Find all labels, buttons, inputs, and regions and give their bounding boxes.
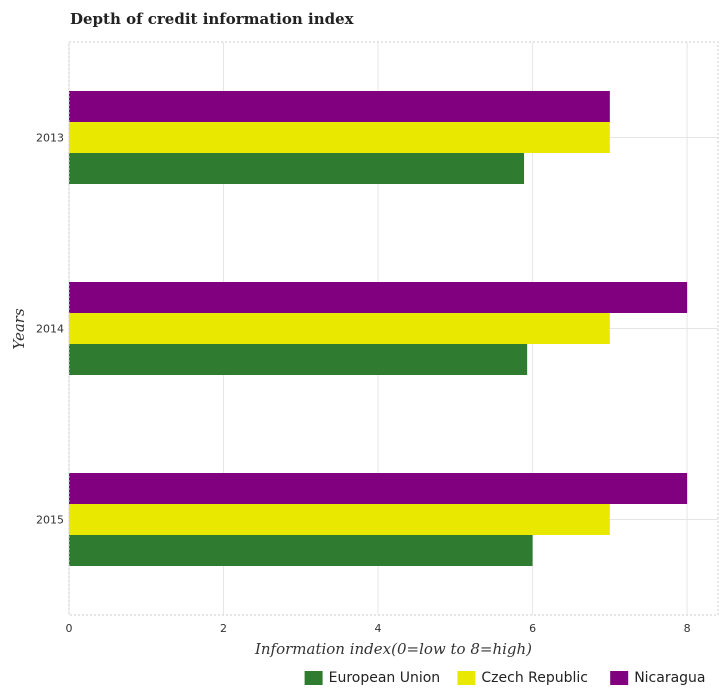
bar [69,153,525,184]
bars [69,91,688,566]
legend-swatch [610,671,629,685]
x-axis-ticks: 0 2 4 6 8 [66,622,691,635]
plot-frame [68,41,719,616]
y-tick-label: 2014 [36,323,64,336]
legend-swatch [304,671,323,685]
y-axis-ticks: 2013 2014 2015 [36,132,64,527]
x-tick-label: 4 [375,622,382,635]
bar [69,313,610,344]
y-tick-label: 2015 [36,514,64,527]
legend-label: Nicaragua [634,670,705,686]
x-tick-label: 0 [66,622,73,635]
bar [69,344,528,375]
bar [69,282,688,313]
bar [69,535,533,566]
x-axis-label: Information index(0=low to 8=high) [254,640,532,658]
chart-title: Depth of credit information index [70,10,355,28]
legend: European Union Czech Republic Nicaragua [304,670,706,686]
bar [69,91,610,122]
bar [69,473,688,504]
y-tick-label: 2013 [36,132,64,145]
legend-swatch [457,671,476,685]
legend-label: European Union [329,670,441,686]
x-tick-label: 2 [220,622,227,635]
bar [69,122,610,153]
y-axis-label: Years [10,308,28,350]
legend-label: Czech Republic [481,670,588,686]
x-tick-label: 8 [684,622,691,635]
bar [69,504,610,535]
x-tick-label: 6 [529,622,536,635]
